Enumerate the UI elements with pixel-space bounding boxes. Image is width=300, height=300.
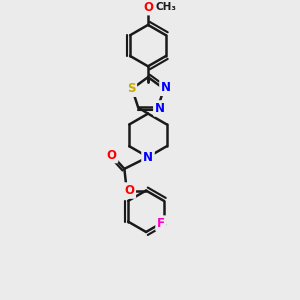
Text: O: O bbox=[106, 148, 116, 162]
Text: F: F bbox=[157, 217, 165, 230]
Text: O: O bbox=[143, 1, 153, 13]
Text: N: N bbox=[155, 102, 165, 115]
Text: N: N bbox=[161, 81, 171, 94]
Text: CH₃: CH₃ bbox=[156, 2, 177, 12]
Text: O: O bbox=[124, 184, 134, 197]
Text: N: N bbox=[143, 151, 153, 164]
Text: S: S bbox=[127, 82, 135, 95]
